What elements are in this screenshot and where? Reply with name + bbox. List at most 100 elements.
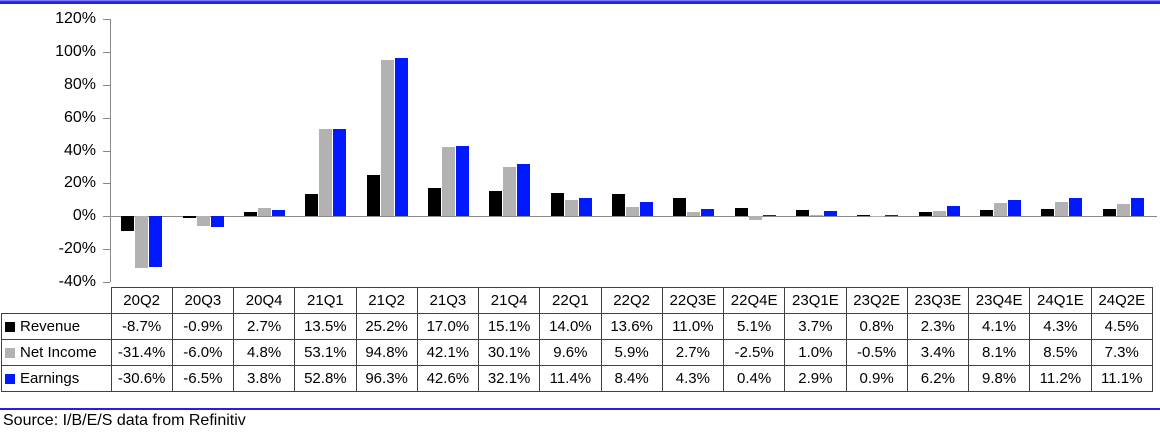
quarter-header-21Q2: 21Q2 (355, 287, 418, 314)
quarter-header-22Q2: 22Q2 (600, 287, 663, 314)
bar-revenue-21Q2 (366, 174, 380, 217)
earnings-legend-label: Earnings (20, 370, 80, 387)
cell-revenue-23Q3E: 2.3% (906, 313, 970, 340)
cell-revenue-24Q1E: 4.3% (1029, 313, 1092, 340)
cell-earnings-20Q3: -6.5% (171, 365, 235, 392)
cell-earnings-23Q2E: 0.9% (845, 365, 908, 392)
cell-revenue-22Q1: 14.0% (539, 313, 602, 340)
cell-earnings-22Q2: 8.4% (600, 365, 663, 392)
data-table: 20Q2 20Q3 20Q4 21Q1 21Q2 21Q3 21Q4 22Q1 22Q2 22Q3… (1, 287, 1153, 392)
cell-revenue-21Q2: 25.2% (355, 313, 418, 340)
cell-revenue-21Q4: 15.1% (477, 313, 541, 340)
revenue-legend-swatch (5, 322, 15, 332)
bar-net-income-20Q4 (257, 208, 271, 217)
cell-net-income-20Q4: 4.8% (232, 339, 296, 366)
bar-earnings-21Q1 (333, 129, 347, 217)
bar-revenue-20Q4 (243, 211, 257, 217)
y-axis-tick-label: 80% (63, 75, 96, 93)
table-header-row: 20Q2 20Q3 20Q4 21Q1 21Q2 21Q3 21Q4 22Q1 22Q2 22Q3… (2, 287, 1153, 314)
y-axis-labels: 120% 100% 80% 60% 40% 20% 0% -20% -40% (0, 0, 100, 300)
bar-earnings-20Q2 (149, 216, 163, 267)
cell-net-income-24Q2E: 7.3% (1090, 339, 1153, 366)
cell-net-income-21Q4: 30.1% (477, 339, 541, 366)
bar-earnings-23Q4E (1008, 200, 1022, 217)
y-axis-tick-label: -20% (58, 240, 96, 258)
table-row-net-income: Net Income -31.4% -6.0% 4.8% 53.1% 94.8% 42.1%… (1, 339, 1153, 366)
bar-net-income-23Q1E (810, 214, 824, 217)
quarter-header-22Q1: 22Q1 (539, 287, 602, 314)
top-accent-rule (0, 0, 1160, 4)
y-axis-tick-label: -40% (58, 273, 96, 290)
bar-earnings-22Q2 (640, 202, 653, 217)
quarter-header-21Q4: 21Q4 (477, 287, 541, 314)
quarter-header-20Q2: 20Q2 (110, 287, 173, 314)
legend-item-revenue: Revenue (1, 313, 112, 340)
legend-item-earnings: Earnings (1, 365, 112, 392)
bar-revenue-21Q1 (305, 194, 319, 217)
bar-revenue-23Q2E (857, 214, 871, 217)
cell-earnings-21Q3: 42.6% (416, 365, 480, 392)
cell-revenue-23Q2E: 0.8% (845, 313, 908, 340)
revenue-legend-label: Revenue (20, 318, 81, 335)
bar-net-income-24Q2E (1116, 204, 1130, 217)
cell-earnings-21Q1: 52.8% (294, 365, 357, 392)
zero-axis-line (111, 216, 1157, 218)
y-axis-tick-mark (103, 84, 110, 86)
quarter-header-23Q1E: 23Q1E (784, 287, 847, 314)
y-axis-tick-mark (103, 19, 110, 20)
cell-revenue-22Q4E: 5.1% (722, 313, 786, 340)
table-row-revenue: Revenue -8.7% -0.9% 2.7% 13.5% 25.2% 17.0% 15.1… (1, 313, 1153, 340)
quarter-header-21Q1: 21Q1 (294, 287, 357, 314)
bar-earnings-23Q1E (824, 211, 838, 217)
bar-net-income-22Q1 (564, 200, 578, 217)
cell-net-income-21Q1: 53.1% (294, 339, 357, 366)
y-axis-tick-mark (103, 150, 110, 152)
cell-revenue-24Q2E: 4.5% (1090, 313, 1153, 340)
bar-revenue-22Q1 (550, 193, 564, 217)
cell-revenue-23Q4E: 4.1% (967, 313, 1031, 340)
quarter-header-23Q3E: 23Q3E (906, 287, 970, 314)
bottom-accent-rule (0, 408, 1160, 410)
cell-net-income-21Q2: 94.8% (355, 339, 418, 366)
cell-revenue-21Q3: 17.0% (416, 313, 480, 340)
bar-revenue-24Q2E (1102, 208, 1116, 217)
bar-earnings-22Q3E (701, 209, 715, 217)
cell-earnings-20Q4: 3.8% (232, 365, 296, 392)
cell-net-income-22Q2: 5.9% (600, 339, 663, 366)
y-axis-tick-mark (103, 183, 110, 185)
quarter-header-23Q2E: 23Q2E (845, 287, 908, 314)
bar-earnings-24Q1E (1069, 197, 1083, 217)
net-income-legend-label: Net Income (20, 344, 97, 361)
bar-revenue-23Q4E (980, 209, 994, 217)
bar-revenue-21Q4 (489, 191, 503, 217)
quarter-header-21Q3: 21Q3 (416, 287, 480, 314)
quarter-header-22Q4E: 22Q4E (722, 287, 786, 314)
cell-earnings-20Q2: -30.6% (110, 365, 173, 392)
cell-earnings-24Q2E: 11.1% (1090, 365, 1153, 392)
bar-earnings-23Q2E (885, 214, 899, 217)
quarter-header-22Q3E: 22Q3E (661, 287, 725, 314)
bar-earnings-22Q1 (578, 197, 592, 217)
bar-revenue-22Q3E (673, 198, 687, 217)
cell-revenue-21Q1: 13.5% (294, 313, 357, 340)
source-text: Source: I/B/E/S data from Refinitiv (3, 412, 246, 429)
bar-net-income-21Q4 (503, 166, 517, 217)
bar-net-income-22Q3E (687, 211, 701, 217)
legend-item-net-income: Net Income (1, 339, 112, 366)
bar-earnings-24Q2E (1130, 198, 1144, 217)
bar-earnings-21Q3 (455, 146, 469, 217)
bar-net-income-21Q1 (319, 128, 333, 217)
quarter-header-24Q2E: 24Q2E (1090, 287, 1153, 314)
bar-earnings-21Q4 (517, 163, 531, 217)
earnings-legend-swatch (5, 374, 15, 384)
net-income-legend-swatch (5, 348, 15, 358)
bar-earnings-20Q4 (271, 210, 285, 217)
bar-revenue-20Q3 (182, 216, 196, 218)
bar-revenue-22Q2 (612, 193, 625, 217)
cell-earnings-21Q2: 96.3% (355, 365, 418, 392)
cell-revenue-22Q2: 13.6% (600, 313, 663, 340)
quarter-header-23Q4E: 23Q4E (967, 287, 1031, 314)
bar-net-income-22Q4E (748, 216, 762, 221)
quarter-header-20Q4: 20Q4 (232, 287, 296, 314)
